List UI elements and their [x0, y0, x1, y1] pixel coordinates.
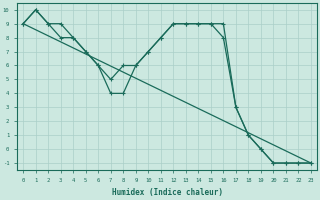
X-axis label: Humidex (Indice chaleur): Humidex (Indice chaleur) [112, 188, 223, 197]
